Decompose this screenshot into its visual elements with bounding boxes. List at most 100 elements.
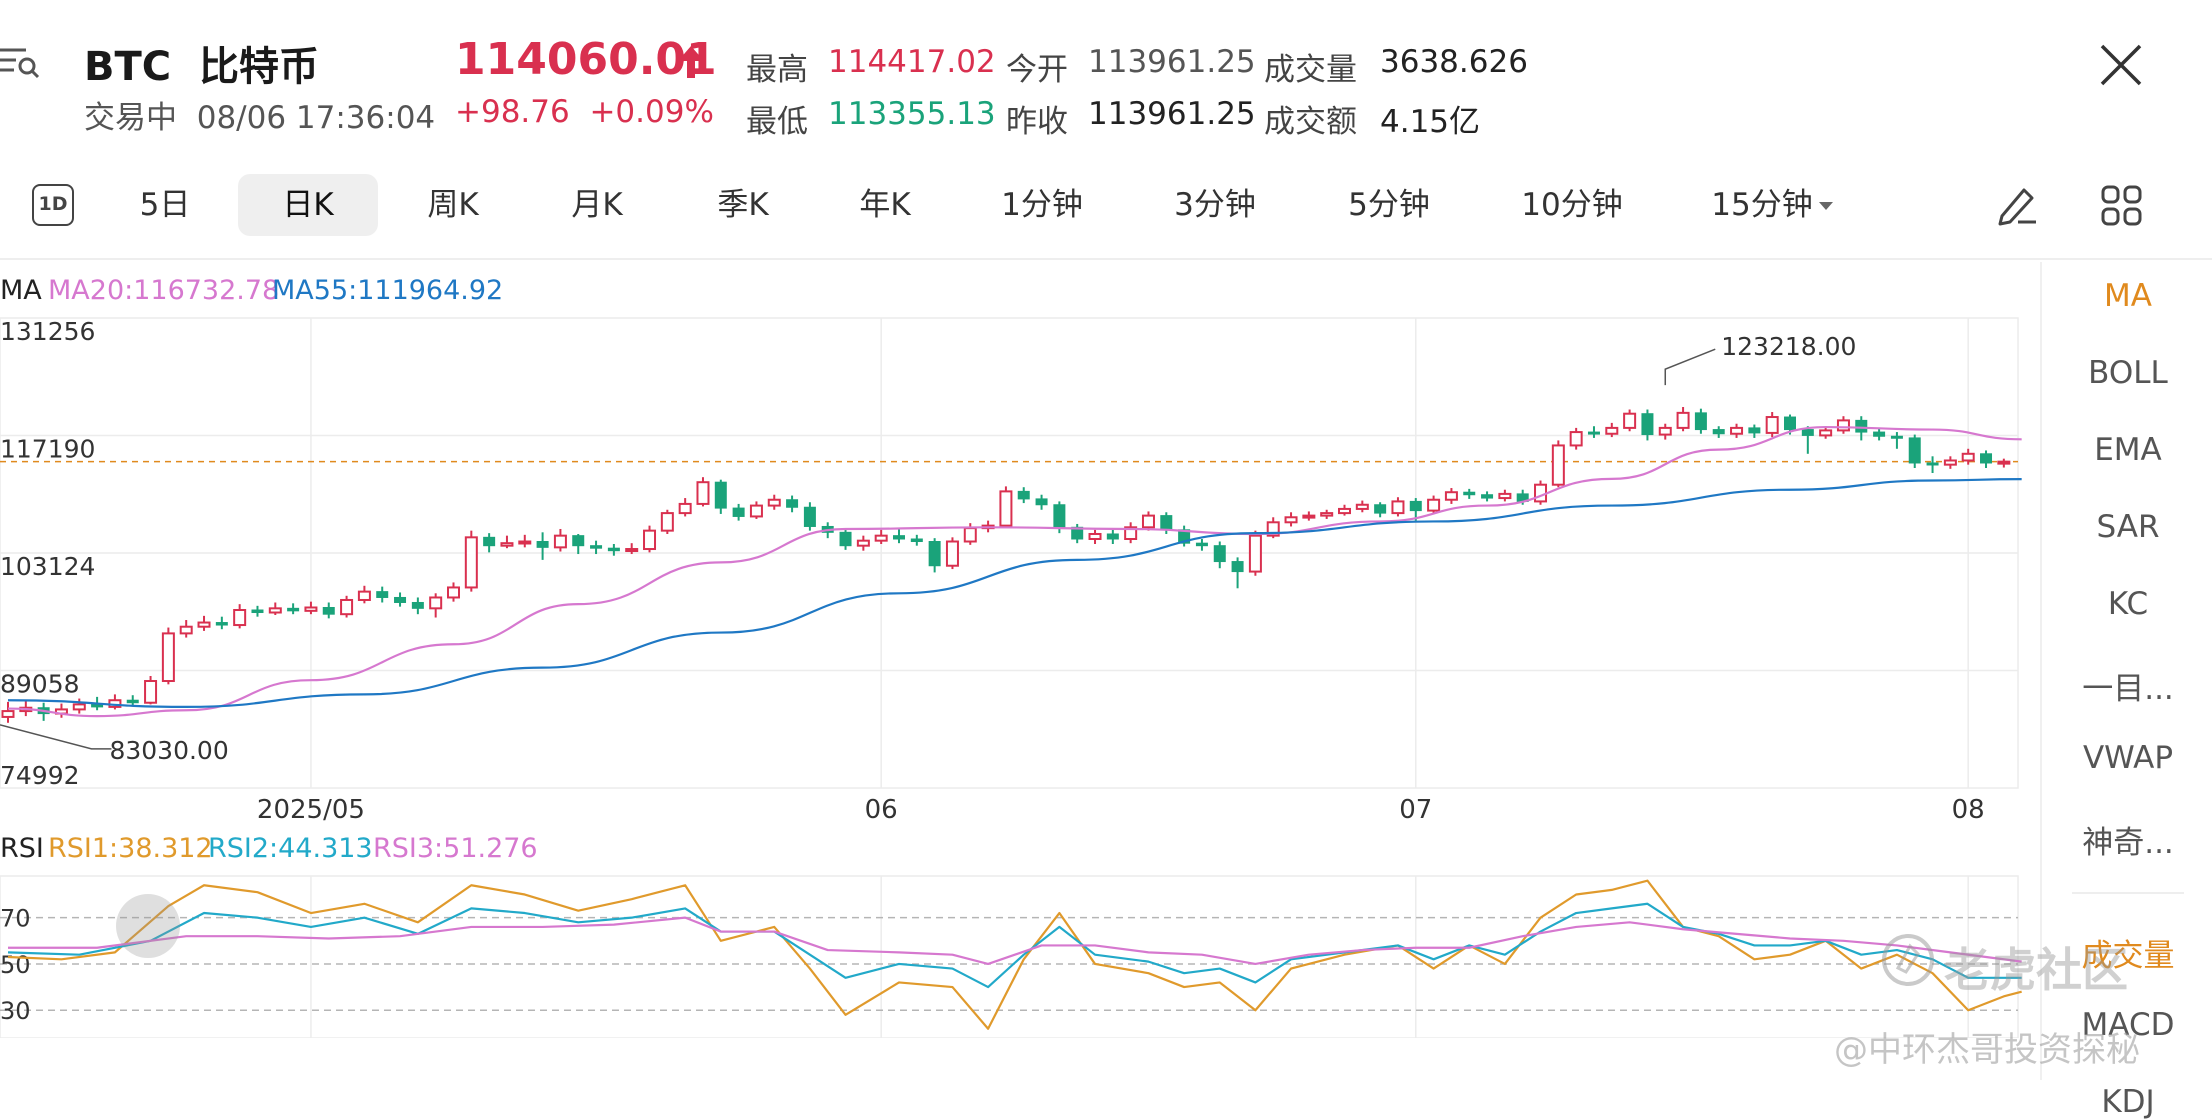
- candle-body-down: [1106, 533, 1119, 540]
- candle-body-up: [1266, 521, 1280, 537]
- indicator-vwap[interactable]: VWAP: [2082, 740, 2174, 776]
- time-tick-label: 06: [865, 795, 898, 825]
- arrow-up-icon: [678, 46, 704, 78]
- next-pane-header: [0, 1038, 2040, 1080]
- candle-body-up: [304, 606, 318, 612]
- candle-body-up: [1427, 498, 1441, 512]
- candle-body-down: [1213, 545, 1226, 563]
- candle-body-up: [1961, 452, 1975, 462]
- candle-body-up: [1676, 411, 1690, 429]
- candle-body-up: [233, 609, 247, 627]
- tab-monthly-k[interactable]: 月K: [571, 187, 623, 223]
- tab-5min[interactable]: 5分钟: [1348, 187, 1430, 223]
- candle-body-down: [1801, 429, 1814, 436]
- candle-body-down: [1409, 500, 1422, 512]
- candle-body-up: [518, 540, 532, 545]
- candle-body-up: [963, 527, 977, 543]
- candle-body-up: [1819, 429, 1833, 437]
- watermark-brand: 老虎社区: [1944, 943, 2128, 997]
- candle-body-up: [856, 539, 870, 547]
- tab-daily-k[interactable]: 日K: [238, 174, 378, 236]
- candle-body-up: [1, 710, 15, 718]
- indicator-ma[interactable]: MA: [2104, 278, 2152, 314]
- quote-header: BTC 比特币 交易中 08/06 17:36:04 114060.01 +98…: [0, 0, 2212, 170]
- indicator-ichimoku[interactable]: 一目...: [2082, 671, 2174, 707]
- candle-body-down: [1071, 526, 1084, 540]
- tab-10min[interactable]: 10分钟: [1521, 187, 1623, 223]
- tab-15min[interactable]: 15分钟: [1711, 187, 1813, 223]
- crosshair-handle[interactable]: [116, 894, 180, 958]
- low-annotation: 83030.00: [109, 736, 228, 765]
- candle-body-down: [1481, 494, 1494, 499]
- indicator-magic[interactable]: 神奇...: [2082, 825, 2174, 861]
- indicator-macd[interactable]: MACD: [2081, 1007, 2175, 1043]
- candle-body-up: [1551, 444, 1565, 486]
- candle-body-up: [1836, 419, 1850, 432]
- candle-body-up: [1623, 412, 1637, 429]
- trading-status: 交易中 08/06 17:36:04: [84, 92, 435, 137]
- rsi-sub-chart: [0, 1038, 2040, 1080]
- kline-chart[interactable]: MA MA20:116732.78 MA55:111964.92 1312561…: [0, 262, 2040, 1080]
- indicator-volume[interactable]: 成交量: [2081, 938, 2175, 974]
- candle-body-up: [874, 534, 888, 542]
- candle-body-down: [1195, 542, 1208, 547]
- tab-quarterly-k[interactable]: 季K: [717, 187, 769, 223]
- candle-body-up: [1302, 514, 1316, 519]
- candle-body-down: [1231, 561, 1244, 573]
- tabs-divider: [0, 258, 2212, 260]
- candle-body-up: [1338, 507, 1351, 515]
- price-tick-label: 131256: [0, 317, 95, 346]
- candle-body-down: [1017, 490, 1030, 500]
- list-search-icon[interactable]: [0, 42, 40, 82]
- candle-body-down: [1463, 491, 1476, 496]
- candle-body-up: [678, 502, 692, 515]
- tab-3min[interactable]: 3分钟: [1174, 187, 1256, 223]
- close-icon[interactable]: [2096, 40, 2146, 90]
- candle-body-down: [1035, 498, 1048, 506]
- candle-body-down: [287, 607, 300, 612]
- indicator-sar[interactable]: SAR: [2096, 509, 2160, 545]
- candle-body-down: [1053, 504, 1066, 528]
- indicator-kdj[interactable]: KDJ: [2101, 1084, 2155, 1120]
- rsi-tick-label: 70: [0, 905, 31, 933]
- tab-weekly-k[interactable]: 周K: [427, 187, 479, 223]
- candle-body-down: [732, 507, 745, 517]
- candle-body-down: [1587, 431, 1600, 435]
- candle-body-up: [1534, 483, 1548, 503]
- candle-body-up: [197, 621, 211, 628]
- indicator-ema[interactable]: EMA: [2094, 432, 2162, 468]
- open-value: 113961.25: [1088, 44, 1256, 80]
- candle-body-down: [1855, 419, 1868, 433]
- symbol-code: BTC: [84, 44, 172, 90]
- grid-layout-icon[interactable]: [2100, 184, 2144, 228]
- candle-body-down: [1873, 431, 1886, 437]
- rsi3-line: [8, 916, 2022, 966]
- price-tick-label: 117190: [0, 435, 95, 464]
- candle-body-up: [1320, 512, 1334, 517]
- candle-body-up: [696, 481, 710, 505]
- candlesticks: [1, 407, 2011, 723]
- rsi2-line: [7, 902, 2022, 989]
- candle-body-up: [1765, 416, 1779, 434]
- candle-body-down: [536, 541, 549, 548]
- pencil-draw-icon[interactable]: [1994, 182, 2040, 228]
- tab-5day[interactable]: 5日: [139, 187, 191, 223]
- rsi3-legend: RSI3:51.276: [373, 833, 538, 864]
- low-value: 113355.13: [828, 96, 996, 132]
- candle-body-down: [928, 541, 941, 567]
- candle-body-up: [1658, 426, 1672, 436]
- candle-body-up: [429, 596, 443, 610]
- period-1d-icon[interactable]: 1D: [32, 184, 74, 226]
- candle-body-up: [625, 548, 639, 553]
- price-tick-label: 103124: [0, 552, 95, 581]
- tab-1min[interactable]: 1分钟: [1001, 187, 1083, 223]
- candle-body-down: [1748, 427, 1761, 434]
- candle-body-down: [893, 535, 905, 540]
- caret-down-icon[interactable]: [1816, 196, 1836, 216]
- turnover-value: 4.15亿: [1380, 104, 1481, 140]
- time-tick-label: 07: [1399, 795, 1432, 825]
- indicator-boll[interactable]: BOLL: [2088, 355, 2168, 391]
- indicator-kc[interactable]: KC: [2107, 586, 2149, 622]
- ma-legend-label: MA: [0, 275, 42, 306]
- tab-yearly-k[interactable]: 年K: [859, 187, 911, 223]
